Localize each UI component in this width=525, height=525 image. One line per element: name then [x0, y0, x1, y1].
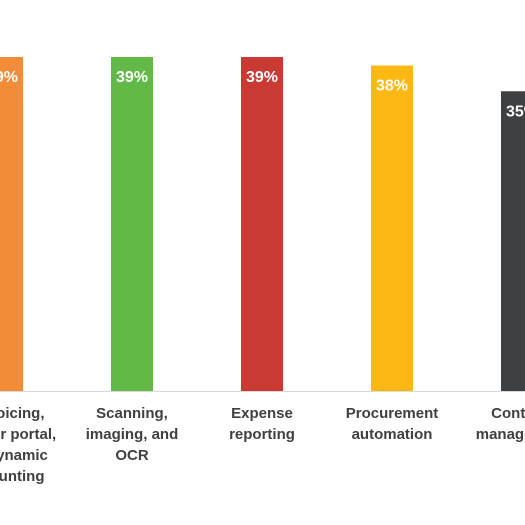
category-label-line: reporting: [229, 426, 295, 443]
category-label-3: Procurement automation: [346, 405, 439, 443]
category-label-line: Scanning,: [96, 405, 168, 422]
value-labels-group: 39% 39% 39% 38% 35%: [0, 69, 525, 120]
bar-0: [0, 57, 23, 391]
category-label-1: Scanning, imaging, and OCR: [86, 405, 179, 464]
bars-group: [0, 57, 525, 392]
category-label-line: Expense: [231, 405, 293, 422]
category-label-line: automation: [352, 426, 433, 443]
bar-3: [371, 65, 413, 392]
bar-value-label-0: 39%: [0, 69, 18, 86]
category-label-0: E-invoicing, supplier portal, and dynamic d…: [0, 405, 56, 485]
category-label-2: Expense reporting: [229, 405, 295, 443]
category-label-line: and dynamic: [0, 447, 48, 464]
bar-1: [111, 57, 153, 391]
category-label-line: Procurement: [346, 405, 439, 422]
category-label-line: imaging, and: [86, 426, 179, 443]
bar-4: [501, 91, 525, 391]
category-label-line: supplier portal,: [0, 426, 56, 443]
category-label-line: OCR: [115, 447, 149, 464]
bar-value-label-2: 39%: [246, 69, 278, 86]
category-label-line: discounting: [0, 468, 45, 485]
category-labels-group: E-invoicing, supplier portal, and dynamic d…: [0, 405, 525, 485]
category-label-line: management: [476, 426, 525, 443]
category-label-line: Contract: [491, 405, 525, 422]
category-label-4: Contract management: [476, 405, 525, 443]
bar-value-label-1: 39%: [116, 69, 148, 86]
bar-2: [241, 57, 283, 391]
bar-value-label-3: 38%: [376, 78, 408, 95]
category-label-line: E-invoicing,: [0, 405, 45, 422]
bar-value-label-4: 35%: [506, 103, 525, 120]
